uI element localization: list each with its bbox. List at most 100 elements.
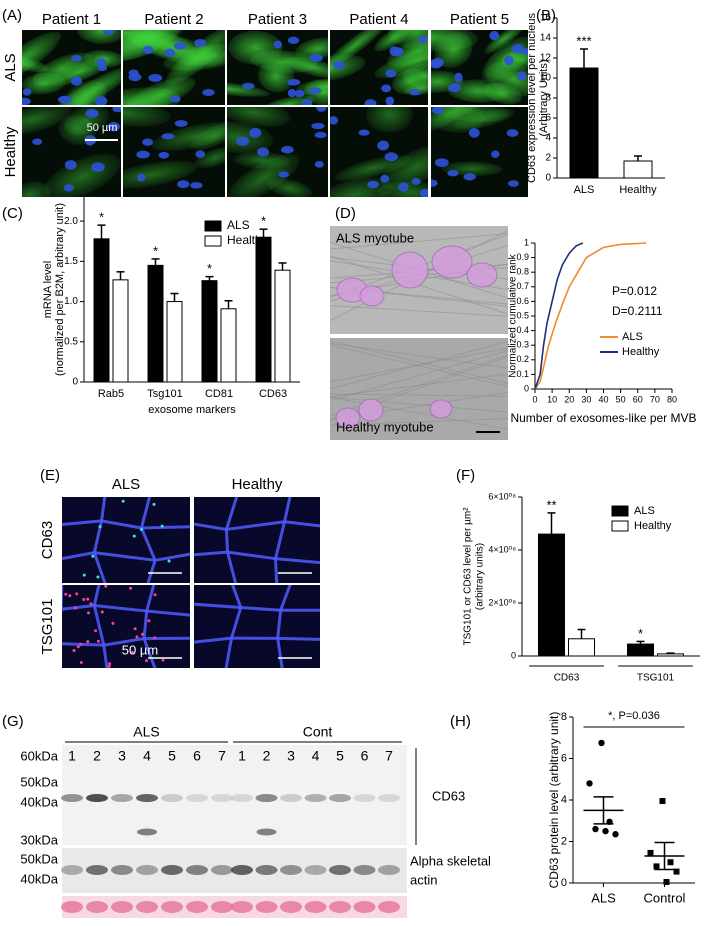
band [61,865,83,875]
em-texture [329,347,509,383]
group-label: ALS [133,724,159,740]
column-header: Patient 1 [42,11,101,28]
nucleus [190,182,203,189]
column-header: Patient 4 [349,11,408,28]
x-tick-label: 50 [616,394,626,404]
significance: * [638,626,643,641]
bar [255,236,272,383]
column-header: Patient 3 [248,11,307,28]
significance: *** [576,33,591,48]
fiber [258,59,295,93]
fiber [233,151,291,169]
puncta [132,534,136,538]
y-tick-label: 4 [545,133,551,144]
x-tick-label: 20 [564,394,574,404]
micrograph-content [123,107,225,189]
band [137,828,157,836]
band [86,865,108,875]
bar [112,279,129,383]
panel-label: (A) [2,7,22,24]
nucleus [411,178,421,185]
nucleus [249,127,262,138]
cdf-line [534,242,584,390]
membrane [327,528,340,563]
fiber [151,121,225,151]
membrane [92,585,101,606]
membrane [101,519,142,530]
membrane [190,672,225,673]
data-point [667,859,674,866]
em-texture [329,233,509,250]
membrane [94,604,147,613]
y-tick-label: 8 [561,711,567,723]
panel-label: (H) [450,713,471,730]
data-point [592,825,599,833]
puncta [79,661,83,665]
membrane [103,637,145,647]
nucleus [517,71,527,81]
nucleus [142,45,154,55]
nucleus [333,60,345,70]
band [186,865,208,875]
mvb [431,245,473,279]
band [280,865,302,875]
nucleus [22,88,32,96]
puncta [82,573,86,577]
membrane [146,559,157,583]
membrane [274,521,286,560]
y-axis-label: (arbitrary units) [475,543,486,610]
band [161,794,183,802]
membrane [62,551,95,561]
row-header: TSG101 [39,599,56,655]
panel-label: (C) [2,205,23,222]
puncta [141,632,145,636]
puncta [86,611,90,615]
legend-label: Healthy [634,520,672,532]
nucleus [112,107,121,113]
fiber [334,155,412,182]
y-tick-label: 0.3 [516,340,529,350]
scale-bar-label: 50 µm [87,122,118,134]
membrane [194,602,241,610]
nucleus [102,30,115,35]
nucleus [454,72,463,83]
membrane [100,497,107,522]
membrane [279,585,292,611]
membrane [47,484,105,489]
em-image [330,338,508,440]
image-content [47,484,190,583]
membrane [321,640,328,685]
column-header: Patient 5 [450,11,509,28]
y-tick-label: 14 [540,33,552,44]
lane-number: 1 [68,748,76,764]
puncta [74,606,78,610]
nucleus [164,48,176,57]
membrane [290,488,335,494]
membrane [92,552,107,583]
nucleus [367,180,379,189]
membrane [56,644,57,676]
y-tick-label: 2×10⁰⁸ [488,597,516,607]
em-texture [329,393,509,397]
band [111,794,133,802]
puncta [79,642,83,646]
image-content [194,488,340,583]
membrane [145,585,156,612]
puncta [153,593,157,597]
puncta [153,636,157,640]
x-tick-label: 60 [633,394,643,404]
nucleus [91,162,105,172]
bar [93,238,110,383]
y-axis-label: (normalized per B2M, arbitrary unit) [54,203,66,376]
membrane [230,607,243,639]
em-texture [329,344,509,388]
nucleus [420,188,428,197]
nucleus [431,107,445,114]
membrane [226,551,238,583]
y-tick-label: 2 [545,153,551,164]
puncta [107,664,111,668]
band [329,865,351,875]
band [61,901,83,913]
y-tick-label: 0 [72,377,78,388]
lane-number: 2 [93,748,101,764]
